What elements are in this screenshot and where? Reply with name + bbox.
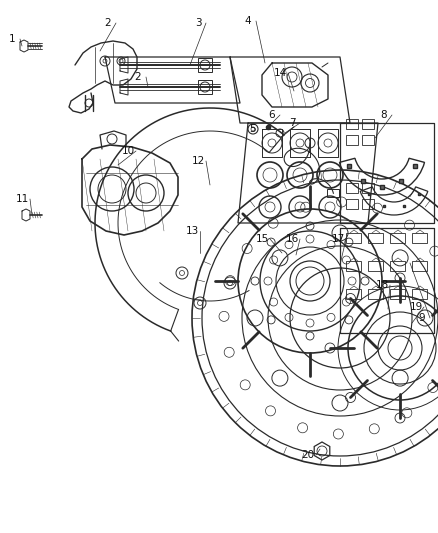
Bar	[390, 289, 405, 299]
Text: 18: 18	[375, 280, 389, 290]
Bar	[346, 119, 358, 129]
Bar	[412, 261, 427, 271]
Text: 6: 6	[268, 110, 276, 120]
Bar	[346, 289, 361, 299]
Text: 7: 7	[289, 118, 295, 128]
Bar	[346, 199, 358, 209]
Bar	[412, 233, 427, 243]
Text: 4: 4	[245, 16, 251, 26]
Bar	[346, 261, 361, 271]
Bar	[198, 80, 212, 94]
Text: 19: 19	[410, 302, 423, 312]
Bar	[412, 289, 427, 299]
Text: 8: 8	[381, 110, 387, 120]
Bar	[346, 183, 358, 193]
Bar	[362, 135, 374, 145]
Bar	[362, 119, 374, 129]
Text: 1: 1	[9, 34, 15, 44]
Text: 16: 16	[286, 234, 299, 244]
Text: 9: 9	[419, 313, 425, 323]
Bar	[346, 233, 361, 243]
Text: 5: 5	[249, 124, 255, 134]
Bar	[368, 261, 383, 271]
Text: 15: 15	[255, 234, 268, 244]
Text: 11: 11	[15, 194, 28, 204]
Bar	[390, 261, 405, 271]
Text: 3: 3	[194, 18, 201, 28]
Text: 13: 13	[185, 226, 198, 236]
Bar	[368, 233, 383, 243]
Text: 12: 12	[191, 156, 205, 166]
Bar	[368, 289, 383, 299]
Text: 2: 2	[105, 18, 111, 28]
Bar	[362, 199, 374, 209]
Text: 14: 14	[273, 68, 286, 78]
Bar	[198, 58, 212, 72]
Bar	[327, 189, 339, 197]
Text: 10: 10	[121, 146, 134, 156]
Text: 2: 2	[135, 72, 141, 82]
Text: 17: 17	[332, 234, 345, 244]
Bar	[346, 135, 358, 145]
Bar	[390, 233, 405, 243]
Text: 20: 20	[301, 450, 314, 460]
Bar	[362, 183, 374, 193]
